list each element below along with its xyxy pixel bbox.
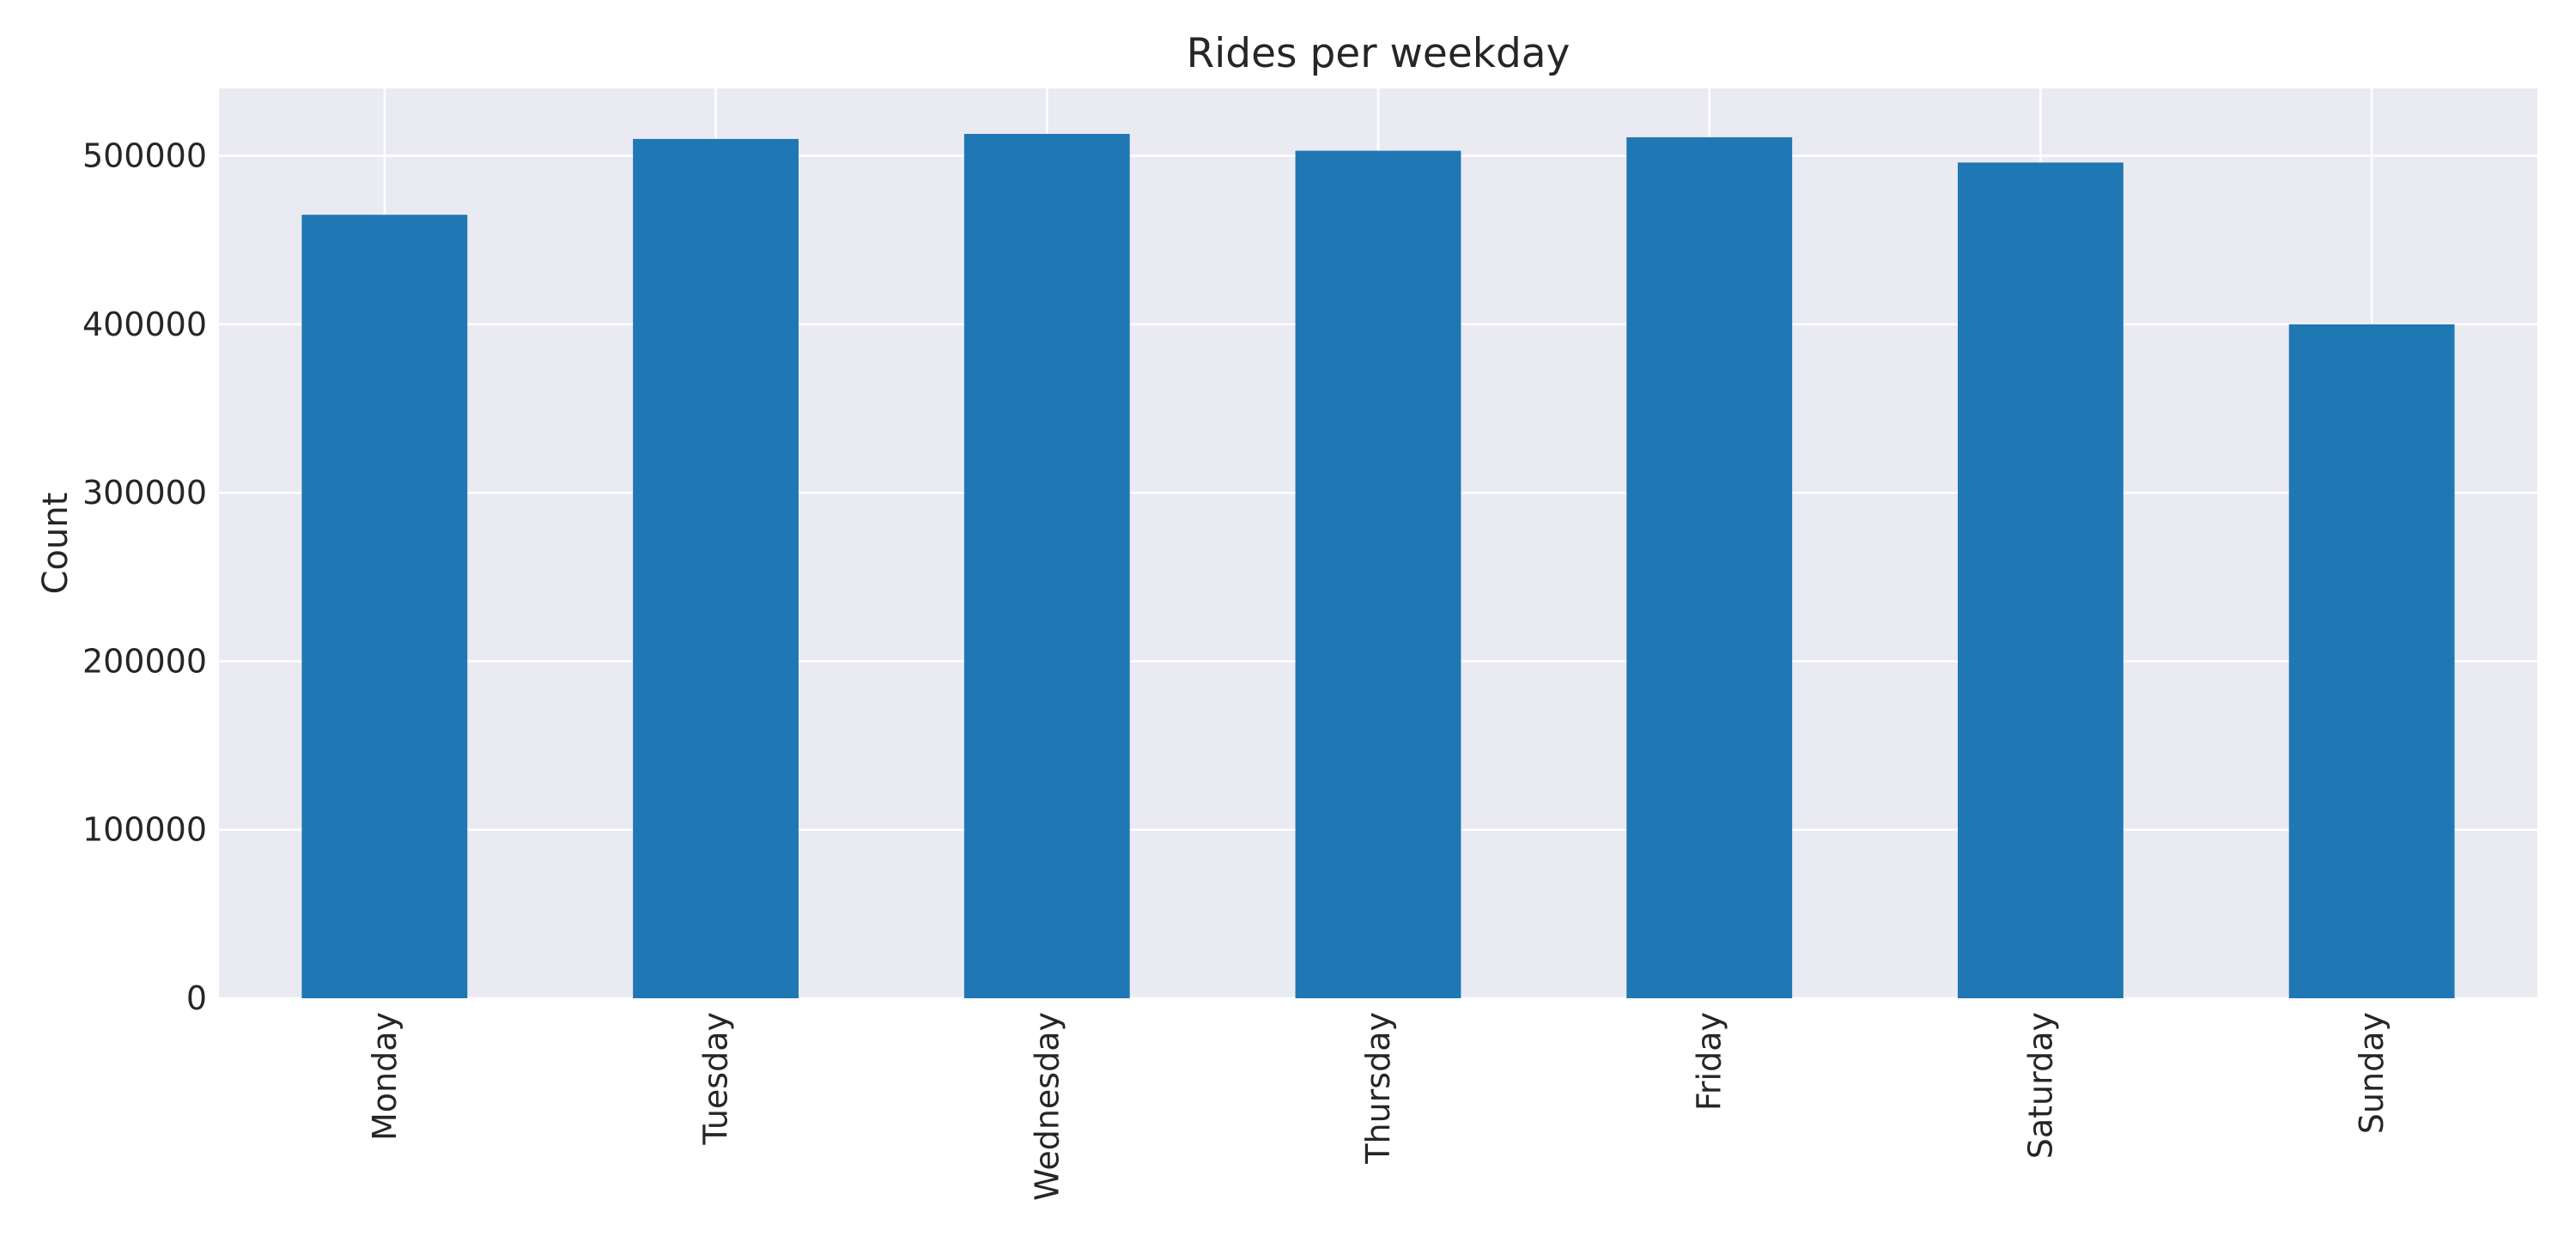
bar-wednesday xyxy=(963,134,1130,998)
y-axis-label: Count xyxy=(36,493,76,595)
x-tick-label: Sunday xyxy=(2353,1012,2391,1134)
bar-sunday xyxy=(2288,324,2455,998)
bar-thursday xyxy=(1295,150,1461,998)
bar-friday xyxy=(1626,136,1793,999)
y-tick-label: 200000 xyxy=(82,642,207,680)
x-tick-label: Tuesday xyxy=(697,1012,735,1146)
y-tick-label: 300000 xyxy=(82,474,207,512)
y-tick-label: 0 xyxy=(186,979,207,1017)
x-tick-labels: Monday Tuesday Wednesday Thursday Friday Satu… xyxy=(366,1012,2391,1201)
x-tick-label: Saturday xyxy=(2021,1012,2059,1159)
x-tick-label: Friday xyxy=(1691,1012,1728,1111)
bar-saturday xyxy=(1958,162,2123,999)
y-tick-label: 500000 xyxy=(82,137,207,175)
y-tick-label: 400000 xyxy=(82,306,207,343)
x-tick-label: Thursday xyxy=(1359,1012,1397,1165)
y-tick-label: 100000 xyxy=(82,811,207,849)
x-tick-label: Monday xyxy=(366,1012,404,1141)
bars xyxy=(301,134,2455,999)
x-tick-label: Wednesday xyxy=(1028,1012,1066,1201)
bar-monday xyxy=(301,215,468,998)
bar-tuesday xyxy=(633,138,799,998)
y-tick-labels: 0 100000 200000 300000 400000 500000 xyxy=(82,137,207,1017)
chart-title: Rides per weekday xyxy=(1187,30,1571,77)
